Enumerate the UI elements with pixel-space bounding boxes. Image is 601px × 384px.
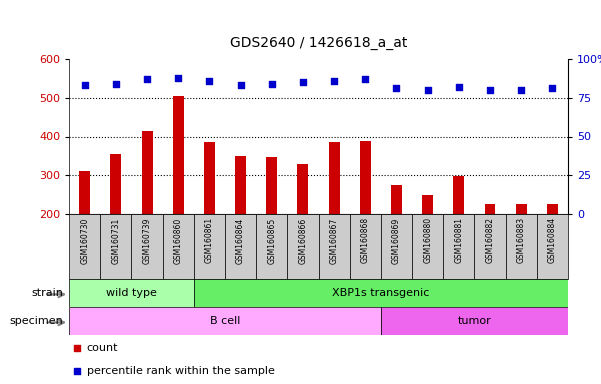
Point — [236, 82, 245, 88]
Point — [392, 85, 401, 91]
Bar — [69, 279, 194, 307]
Point — [361, 76, 370, 82]
Bar — [172, 96, 184, 214]
Bar — [266, 157, 277, 214]
Text: GSM160868: GSM160868 — [361, 217, 370, 263]
Bar — [381, 307, 568, 335]
Bar — [256, 214, 287, 279]
Text: XBP1s transgenic: XBP1s transgenic — [332, 288, 430, 298]
Text: GDS2640 / 1426618_a_at: GDS2640 / 1426618_a_at — [230, 36, 407, 50]
Text: GSM160882: GSM160882 — [486, 217, 495, 263]
Text: GSM160864: GSM160864 — [236, 217, 245, 263]
Bar — [235, 156, 246, 214]
Point — [80, 82, 90, 88]
Point — [382, 50, 391, 56]
Text: tumor: tumor — [457, 316, 491, 326]
Point — [548, 85, 557, 91]
Point — [382, 254, 391, 260]
Bar — [474, 214, 505, 279]
Text: specimen: specimen — [10, 316, 63, 326]
Bar — [412, 214, 443, 279]
Bar — [391, 185, 402, 214]
Bar — [194, 279, 568, 307]
Bar — [111, 154, 121, 214]
Text: GSM160730: GSM160730 — [80, 217, 89, 264]
Bar — [537, 214, 568, 279]
Text: GSM160860: GSM160860 — [174, 217, 183, 263]
Point — [485, 87, 495, 93]
Bar — [297, 164, 308, 214]
Bar — [350, 214, 381, 279]
Bar — [142, 131, 153, 214]
Bar — [547, 204, 558, 214]
Text: GSM160881: GSM160881 — [454, 217, 463, 263]
Bar — [329, 142, 340, 214]
Text: GSM160867: GSM160867 — [329, 217, 338, 263]
Text: GSM160866: GSM160866 — [299, 217, 308, 263]
Bar — [79, 171, 90, 214]
Point — [454, 84, 463, 90]
Text: GSM160861: GSM160861 — [205, 217, 214, 263]
Text: percentile rank within the sample: percentile rank within the sample — [87, 366, 275, 376]
Point — [423, 87, 433, 93]
Bar — [287, 214, 319, 279]
Bar — [484, 204, 495, 214]
Bar — [225, 214, 256, 279]
Point — [329, 78, 339, 84]
Bar — [505, 214, 537, 279]
Bar — [132, 214, 163, 279]
Point — [516, 87, 526, 93]
Bar — [194, 214, 225, 279]
Text: GSM160880: GSM160880 — [423, 217, 432, 263]
Bar — [422, 195, 433, 214]
Text: B cell: B cell — [210, 316, 240, 326]
Point — [174, 74, 183, 81]
Bar — [319, 214, 350, 279]
Text: GSM160869: GSM160869 — [392, 217, 401, 263]
Point — [298, 79, 308, 85]
Text: count: count — [87, 343, 118, 353]
Point — [267, 81, 276, 87]
Bar — [443, 214, 474, 279]
Text: strain: strain — [31, 288, 63, 298]
Point — [204, 78, 214, 84]
Bar — [381, 214, 412, 279]
Text: GSM160884: GSM160884 — [548, 217, 557, 263]
Bar — [100, 214, 132, 279]
Bar — [69, 214, 100, 279]
Bar — [163, 214, 194, 279]
Text: GSM160865: GSM160865 — [267, 217, 276, 263]
Bar — [516, 204, 526, 214]
Bar — [204, 142, 215, 214]
Text: GSM160739: GSM160739 — [142, 217, 151, 264]
Point — [142, 76, 152, 82]
Text: GSM160731: GSM160731 — [111, 217, 120, 263]
Point — [111, 81, 121, 87]
Bar — [453, 176, 465, 214]
Text: GSM160883: GSM160883 — [517, 217, 526, 263]
Bar — [69, 307, 381, 335]
Text: wild type: wild type — [106, 288, 157, 298]
Bar — [360, 141, 371, 214]
